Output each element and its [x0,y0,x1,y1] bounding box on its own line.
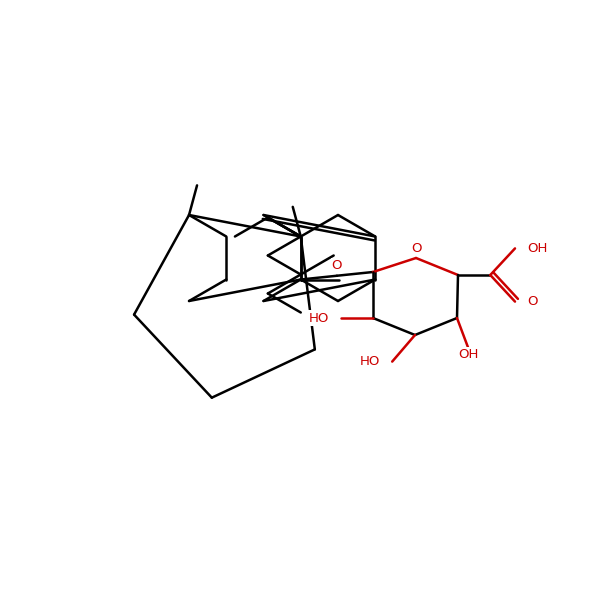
Text: HO: HO [360,355,380,368]
Text: O: O [332,259,342,272]
Text: O: O [411,241,421,254]
Text: HO: HO [308,311,329,325]
Text: O: O [527,295,538,308]
Text: OH: OH [458,349,479,361]
Text: OH: OH [527,242,547,255]
